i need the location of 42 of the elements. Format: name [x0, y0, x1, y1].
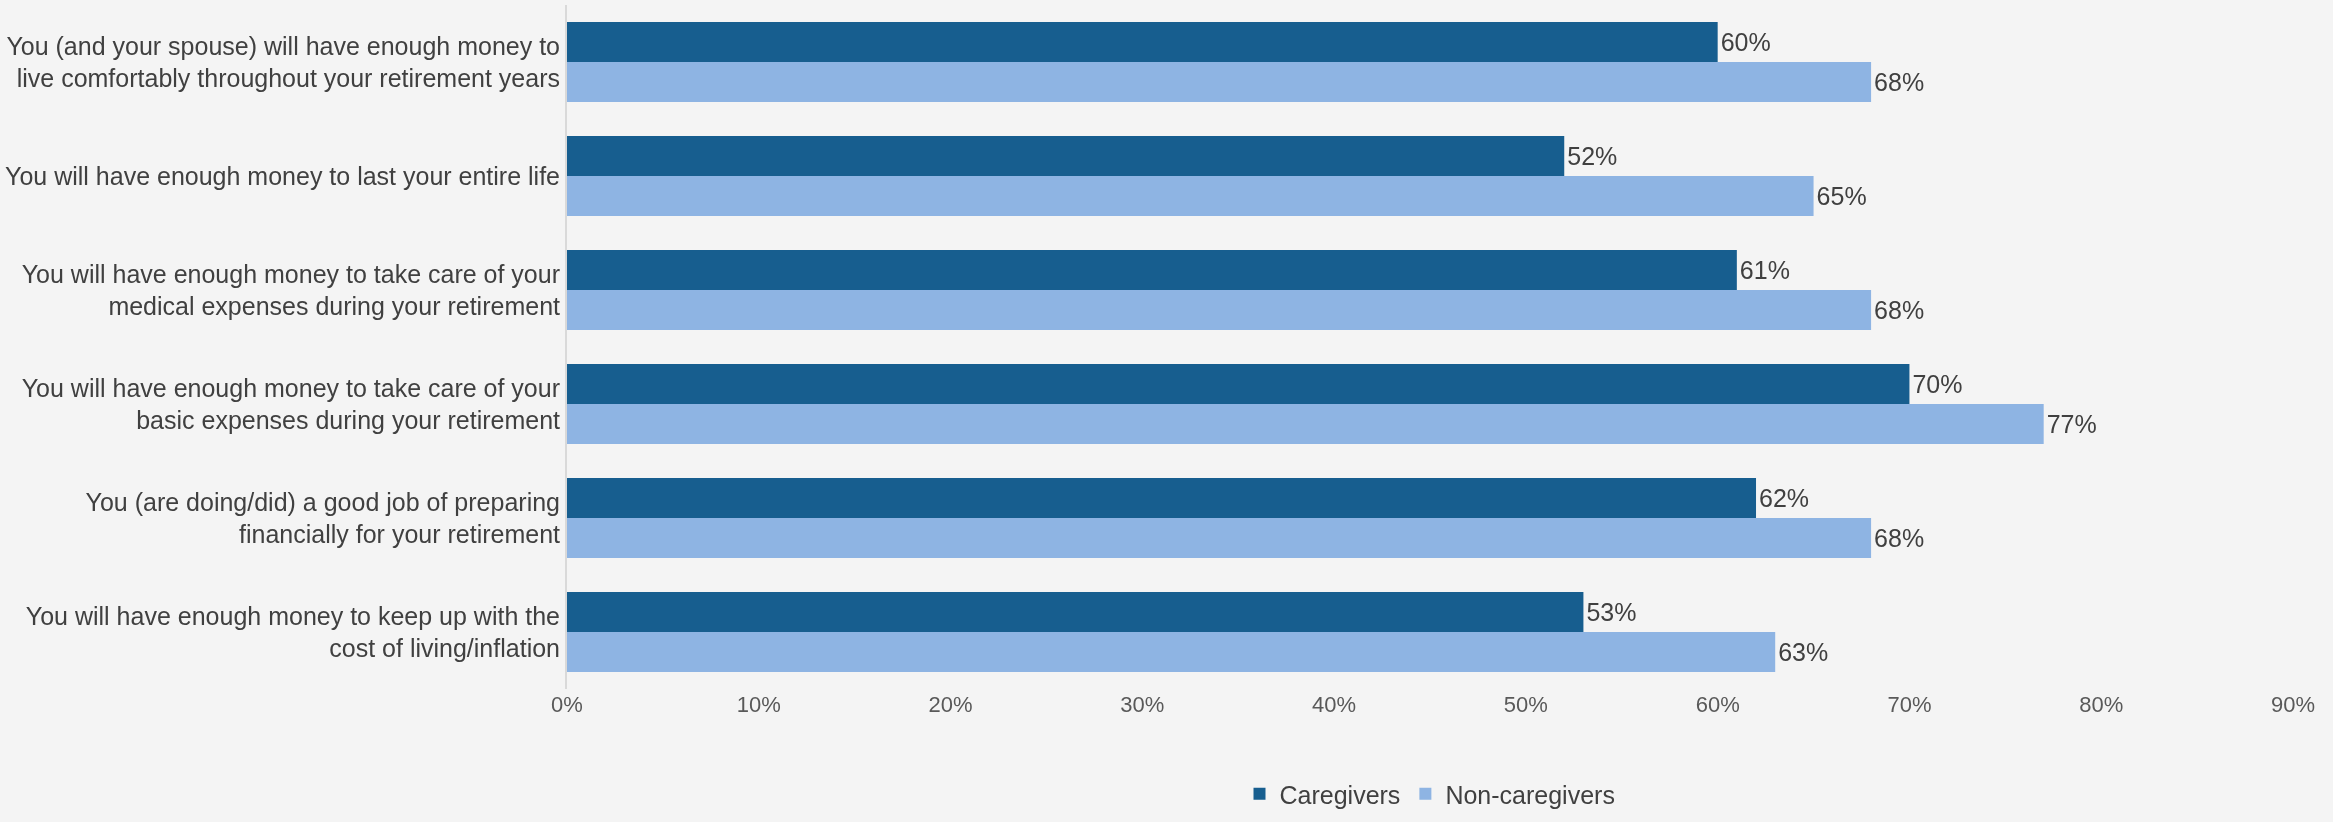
y-tick-label: You will have enough money to take care of your basic expenses during your retirement	[21, 373, 561, 434]
y-tick-label: You will have enough money to take care of your medical expenses during your retirement	[21, 259, 561, 320]
data-label: 68%	[1874, 67, 1925, 96]
bar	[567, 290, 1872, 330]
bar	[567, 404, 2044, 444]
data-label: 62%	[1759, 484, 1810, 513]
x-tick-label: 10%	[736, 692, 781, 717]
bar	[567, 518, 1872, 558]
x-tick-label: 0%	[551, 692, 583, 717]
data-label: 60%	[1720, 28, 1771, 57]
x-tick-label: 40%	[1312, 692, 1357, 717]
legend-label: Caregivers	[1279, 780, 1401, 809]
x-tick-label: 70%	[1887, 692, 1932, 717]
data-label: 53%	[1586, 598, 1637, 627]
bar	[567, 22, 1718, 62]
data-label: 65%	[1816, 181, 1867, 210]
bar	[567, 136, 1565, 176]
data-label: 68%	[1874, 295, 1925, 324]
data-label: 61%	[1739, 256, 1790, 285]
bar	[567, 62, 1872, 102]
y-tick-label: You will have enough money to last your entire life	[5, 161, 560, 190]
bar	[567, 478, 1757, 518]
data-label: 63%	[1778, 637, 1829, 666]
x-tick-label: 60%	[1695, 692, 1740, 717]
bar	[567, 176, 1814, 216]
bar	[567, 364, 1910, 404]
y-tick-label: You (and your spouse) will have enough money to live comfortably throughout your retirement years	[6, 31, 560, 92]
x-tick-label: 50%	[1503, 692, 1548, 717]
x-tick-label: 90%	[2270, 692, 2316, 717]
x-tick-label: 30%	[1120, 692, 1165, 717]
bar	[567, 632, 1776, 672]
x-tick-label: 80%	[2079, 692, 2124, 717]
bar	[567, 592, 1584, 632]
data-label: 70%	[1912, 370, 1963, 399]
data-label: 52%	[1567, 142, 1618, 171]
data-label: 68%	[1874, 523, 1925, 552]
legend-label: Non-caregivers	[1445, 780, 1615, 809]
y-tick-label: You (are doing/did) a good job of preparing financially for your retirement	[85, 487, 561, 548]
bar	[567, 250, 1737, 290]
data-label: 77%	[2046, 409, 2097, 438]
x-tick-label: 20%	[928, 692, 973, 717]
y-tick-label: You will have enough money to keep up with the cost of living/inflation	[25, 601, 560, 662]
